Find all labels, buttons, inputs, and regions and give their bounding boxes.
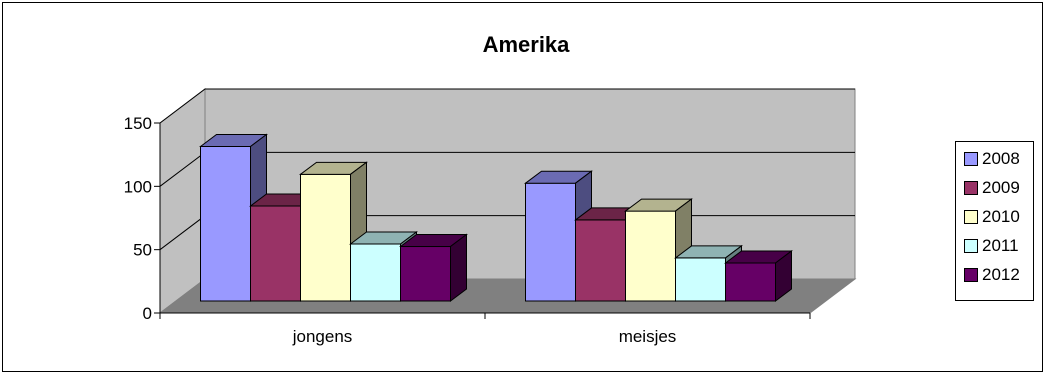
y-tick-label: 100 — [124, 177, 152, 196]
legend-item: 2010 — [964, 207, 1020, 227]
chart-legend: 2008 2009 2010 2011 2012 — [955, 141, 1034, 301]
bar-front — [525, 182, 576, 302]
legend-label: 2010 — [982, 207, 1020, 226]
bar — [724, 250, 793, 302]
bar — [399, 233, 468, 302]
legend-item: 2008 — [964, 149, 1020, 169]
y-tick-label: 150 — [124, 114, 152, 133]
bar-side — [450, 233, 467, 302]
bar-front — [400, 246, 451, 302]
chart-bars — [199, 133, 793, 302]
legend-item: 2009 — [964, 178, 1020, 198]
bar-front — [725, 262, 776, 302]
x-tick-label: meisjes — [619, 327, 677, 346]
y-tick-label: 50 — [133, 241, 152, 260]
chart-title: Amerika — [483, 32, 571, 57]
legend-item: 2012 — [964, 265, 1020, 285]
bar-front — [625, 210, 676, 302]
bar — [199, 133, 268, 302]
bar-front — [250, 205, 301, 302]
legend-swatch — [964, 181, 978, 195]
bar-front — [575, 219, 626, 302]
chart-axes — [154, 122, 811, 319]
legend-label: 2011 — [982, 236, 1019, 255]
bar-side — [775, 250, 792, 302]
x-tick-label: jongens — [292, 327, 353, 346]
legend-item: 2011 — [964, 236, 1019, 256]
gridline — [159, 88, 855, 124]
side-wall — [159, 87, 206, 315]
bar-front — [200, 145, 251, 302]
bar-front — [350, 243, 401, 302]
legend-swatch — [964, 210, 978, 224]
legend-swatch — [964, 239, 978, 253]
bar-front — [300, 173, 351, 302]
y-tick-label: 0 — [143, 304, 152, 323]
legend-swatch — [964, 268, 978, 282]
chart-tick-labels: 0 50 100 150 jongens meisjes — [124, 114, 677, 346]
bar-front — [675, 257, 726, 302]
legend-swatch — [964, 152, 978, 166]
legend-label: 2012 — [982, 265, 1020, 284]
legend-label: 2009 — [982, 178, 1020, 197]
legend-label: 2008 — [982, 149, 1020, 168]
